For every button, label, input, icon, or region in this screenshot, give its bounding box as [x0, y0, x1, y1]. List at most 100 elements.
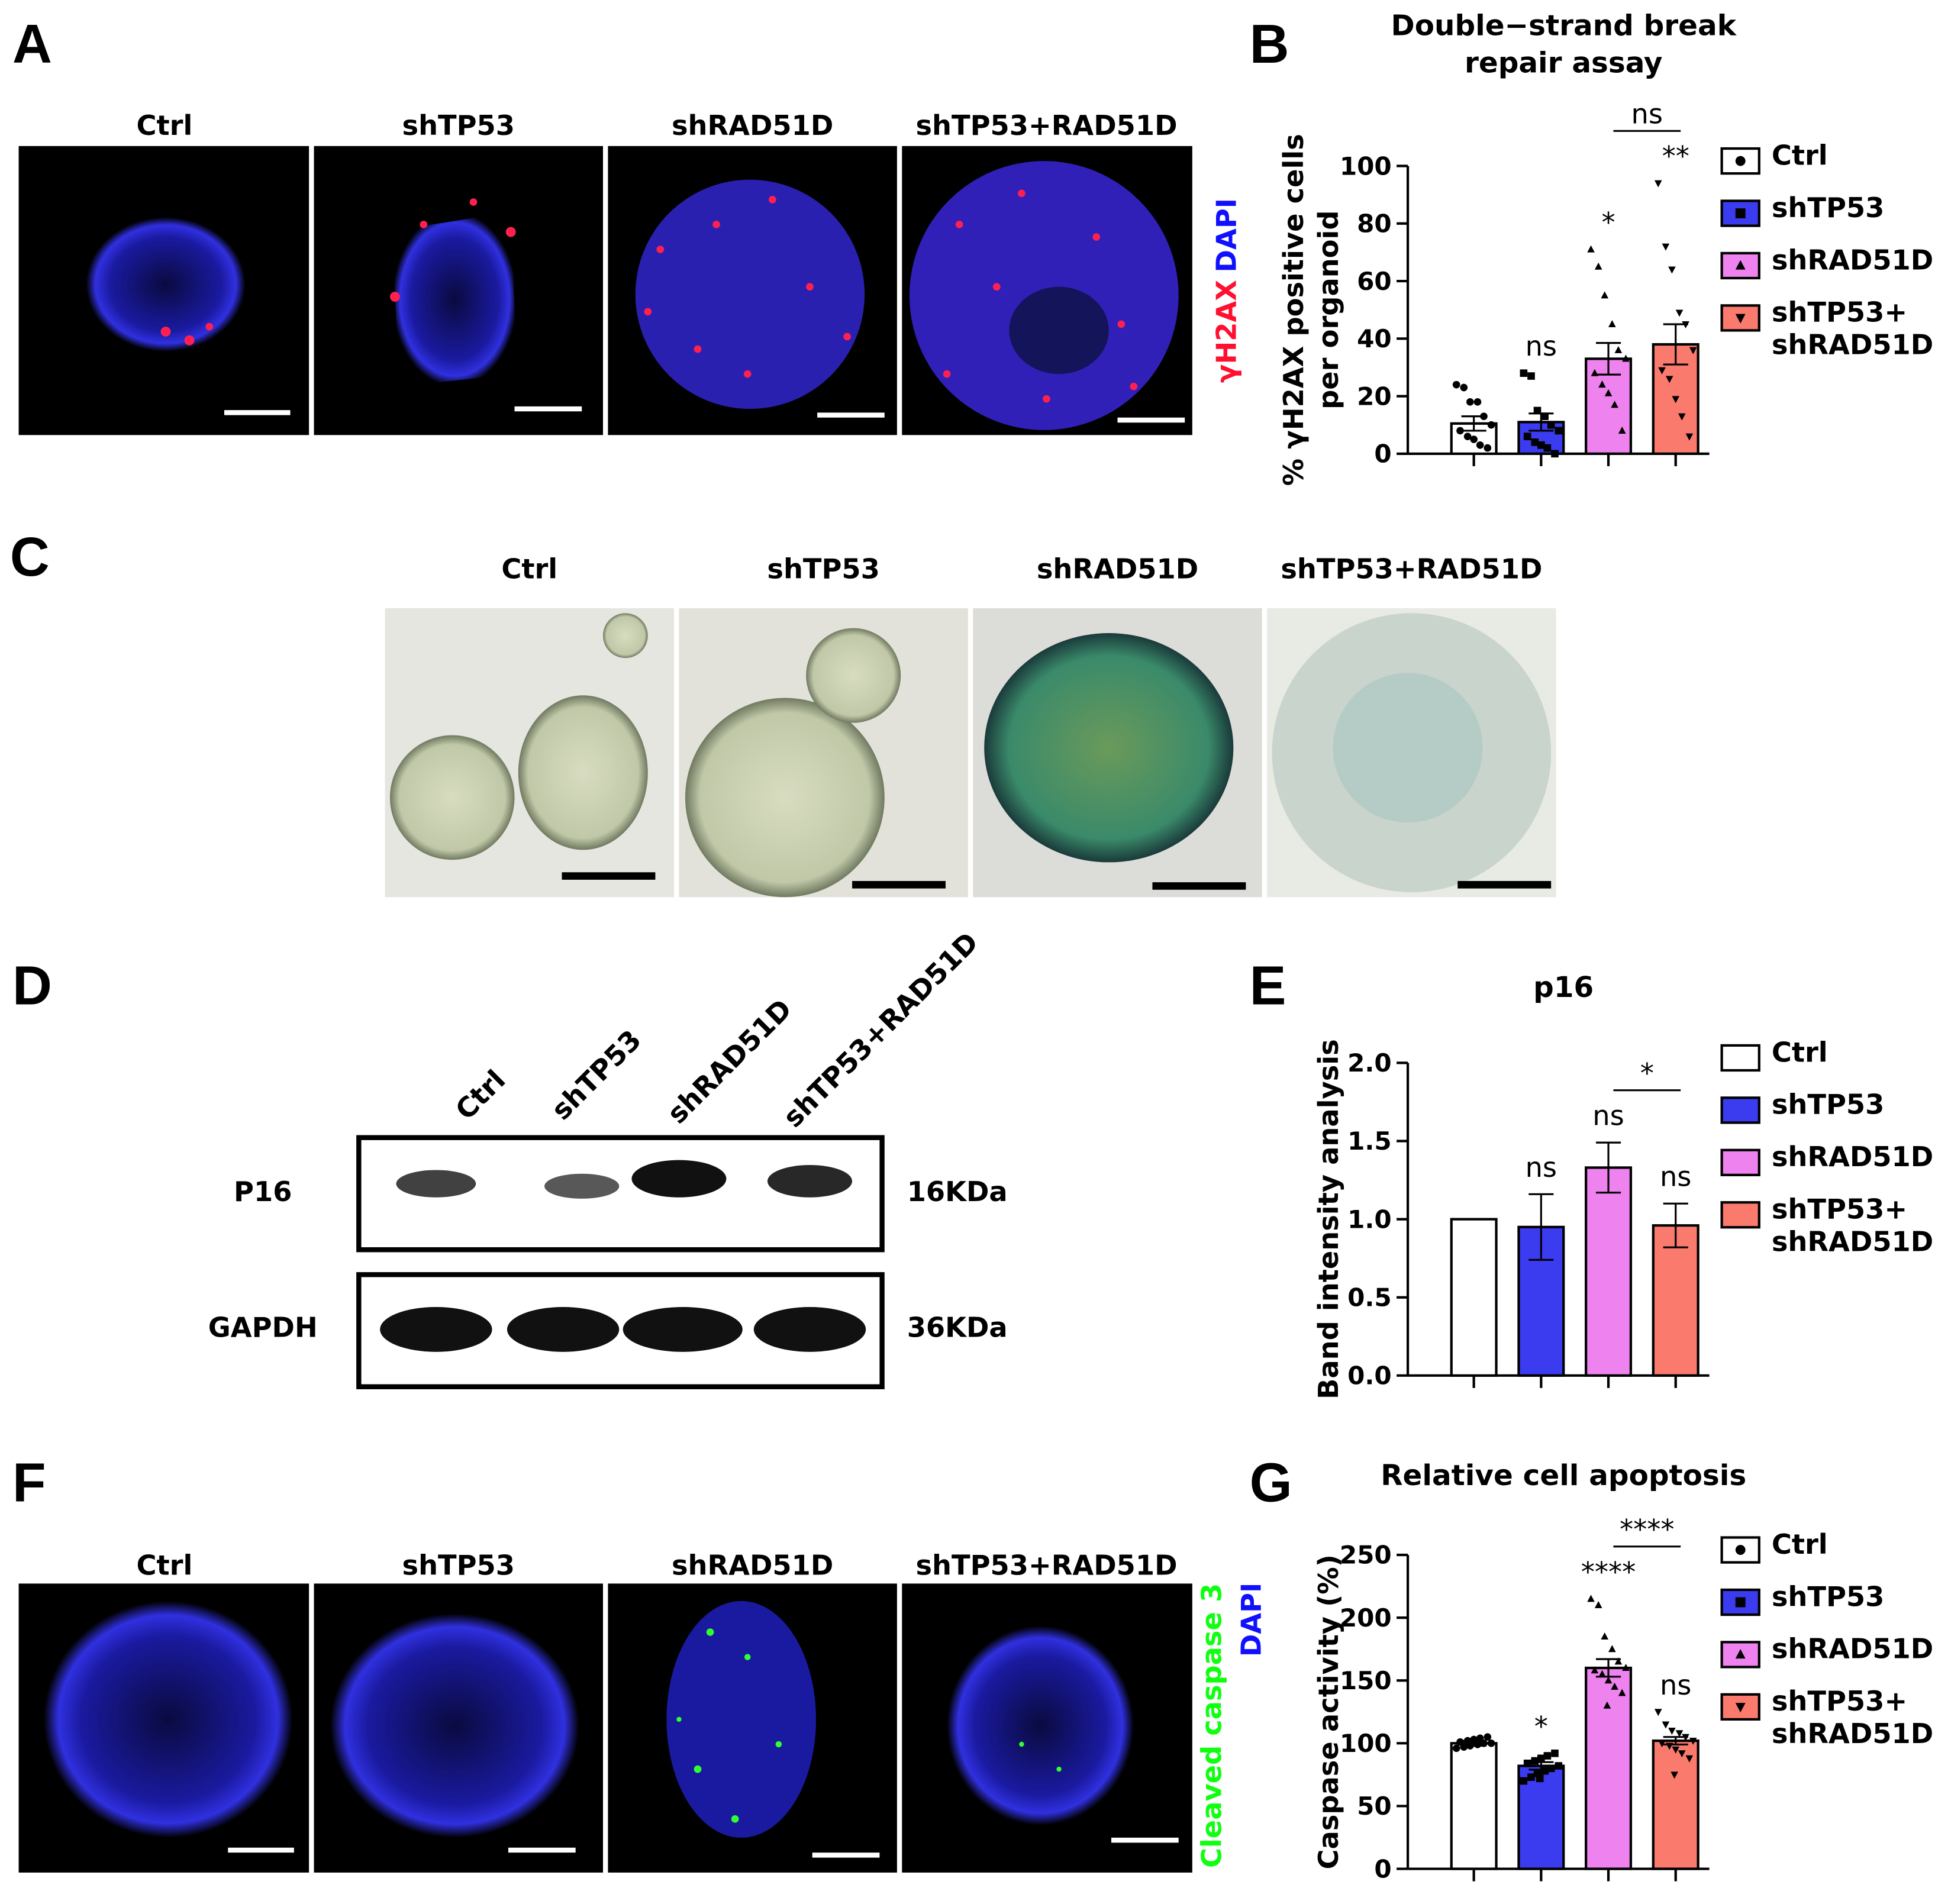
data-point	[1460, 383, 1468, 392]
legend-label: shTP53	[1771, 193, 1885, 225]
significance-label: *	[1640, 1057, 1654, 1089]
legend-label: shRAD51D	[1771, 246, 1934, 277]
panel-letter: C	[10, 526, 50, 588]
data-point	[1536, 1774, 1544, 1783]
significance-label: *	[1601, 206, 1615, 238]
chart-title-box: p16	[1533, 972, 1594, 1005]
organoid	[984, 633, 1234, 863]
data-point	[1456, 1738, 1464, 1746]
legend-swatch	[1720, 1148, 1760, 1176]
error-bar	[1663, 1202, 1688, 1248]
legend-swatch	[1720, 1693, 1760, 1721]
charts: Double−strand break repair assay % γH2AX …	[1279, 10, 1934, 1883]
data-point	[1541, 412, 1549, 420]
data-point	[1622, 354, 1630, 362]
data-point	[1520, 369, 1528, 377]
data-point	[1618, 426, 1626, 434]
data-point	[1452, 1744, 1460, 1753]
legend-label: shTP53	[1771, 1582, 1885, 1613]
data-point	[1682, 1734, 1689, 1741]
data-point	[1604, 1676, 1613, 1684]
significance-label: ns	[1526, 1151, 1557, 1183]
y-tick-label: 0	[1374, 440, 1391, 469]
significance-label: ****	[1581, 1556, 1636, 1588]
y-axis-label: Band intensity analysis	[1314, 1039, 1346, 1399]
chart-title: Relative cell apoptosis	[1381, 1460, 1747, 1493]
data-point	[1456, 427, 1464, 435]
legend-label: shTP53+ shRAD51D	[1771, 1687, 1934, 1751]
organoid	[86, 217, 246, 352]
legend-marker	[1735, 156, 1746, 166]
data-point	[1601, 1632, 1609, 1640]
scale-bar	[224, 406, 1185, 423]
legend-swatch	[1720, 1588, 1760, 1616]
y-tick-label: 20	[1357, 382, 1392, 411]
data-point	[1672, 1746, 1680, 1754]
legend-label: shTP53+ shRAD51D	[1771, 1195, 1934, 1258]
data-point	[1484, 1733, 1492, 1741]
panel-letter: F	[12, 1451, 46, 1513]
legend-label-box: shTP53	[1772, 1090, 1885, 1122]
stain-label: Cleaved caspase 3	[1195, 1583, 1227, 1868]
data-point	[1555, 1762, 1563, 1770]
data-point	[1523, 433, 1531, 440]
organoid	[330, 1613, 579, 1838]
data-point	[1543, 444, 1552, 452]
data-point	[1685, 1755, 1694, 1763]
data-point	[1480, 412, 1488, 420]
data-point	[1547, 421, 1555, 429]
legend-label: Ctrl	[1771, 1529, 1828, 1561]
condition-label: shTP53	[402, 109, 515, 141]
legend-label-box: Ctrl	[1771, 141, 1828, 173]
legend-swatch	[1720, 199, 1760, 227]
y-tick-label: 40	[1357, 324, 1392, 353]
organoid-lumen	[1009, 286, 1109, 375]
data-point	[1604, 389, 1613, 396]
significance-label: *	[1534, 1711, 1548, 1742]
error-bar	[1528, 1193, 1554, 1261]
error-bar	[1595, 1141, 1621, 1194]
y-tick-label: 60	[1357, 267, 1392, 296]
data-point	[1520, 1777, 1528, 1785]
organoid	[43, 1600, 293, 1838]
y-tick-label: 80	[1357, 209, 1392, 238]
data-point	[1598, 1670, 1606, 1677]
y-axis-label: Caspase activity (%)	[1314, 1554, 1346, 1870]
condition-label: Ctrl	[501, 553, 557, 585]
data-point	[1537, 1754, 1545, 1763]
legend-label: Ctrl	[1771, 141, 1828, 173]
legend-label-box: shRAD51D	[1771, 246, 1934, 277]
data-point	[1531, 1757, 1539, 1765]
y-tick-label: 1.5	[1347, 1127, 1392, 1156]
size-label: 36KDa	[907, 1312, 1008, 1344]
significance-label: ns	[1526, 330, 1557, 362]
y-tick-label: 0.0	[1347, 1361, 1392, 1390]
data-point	[1689, 347, 1697, 354]
y-tick-label: 250	[1340, 1541, 1392, 1570]
data-point	[1466, 398, 1474, 406]
y-axis-label-box: Caspase activity (%)	[1314, 1554, 1346, 1870]
data-point	[1689, 1738, 1697, 1745]
data-point	[1654, 1709, 1662, 1716]
significance-label: ns	[1631, 98, 1663, 130]
legend-swatch	[1720, 1096, 1760, 1124]
data-point	[1614, 346, 1623, 353]
legend-label: Ctrl	[1771, 1038, 1828, 1069]
data-point	[1601, 291, 1609, 299]
bands	[380, 1160, 866, 1352]
data-point	[1452, 380, 1460, 389]
legend-marker	[1735, 1649, 1746, 1659]
data-point	[1672, 396, 1680, 404]
condition-label: shTP53+RAD51D	[915, 109, 1177, 141]
lane-label: Ctrl	[449, 1064, 511, 1126]
bar	[1652, 1739, 1700, 1870]
data-point	[1671, 1771, 1678, 1779]
condition-label: Ctrl	[137, 109, 193, 141]
chart-title: p16	[1533, 972, 1594, 1005]
data-point	[1533, 406, 1542, 415]
data-point	[1678, 1750, 1686, 1758]
legend-label: shRAD51D	[1771, 1143, 1934, 1174]
data-point	[1555, 427, 1563, 435]
y-tick-label: 100	[1340, 151, 1392, 180]
legend-marker	[1735, 1545, 1746, 1555]
